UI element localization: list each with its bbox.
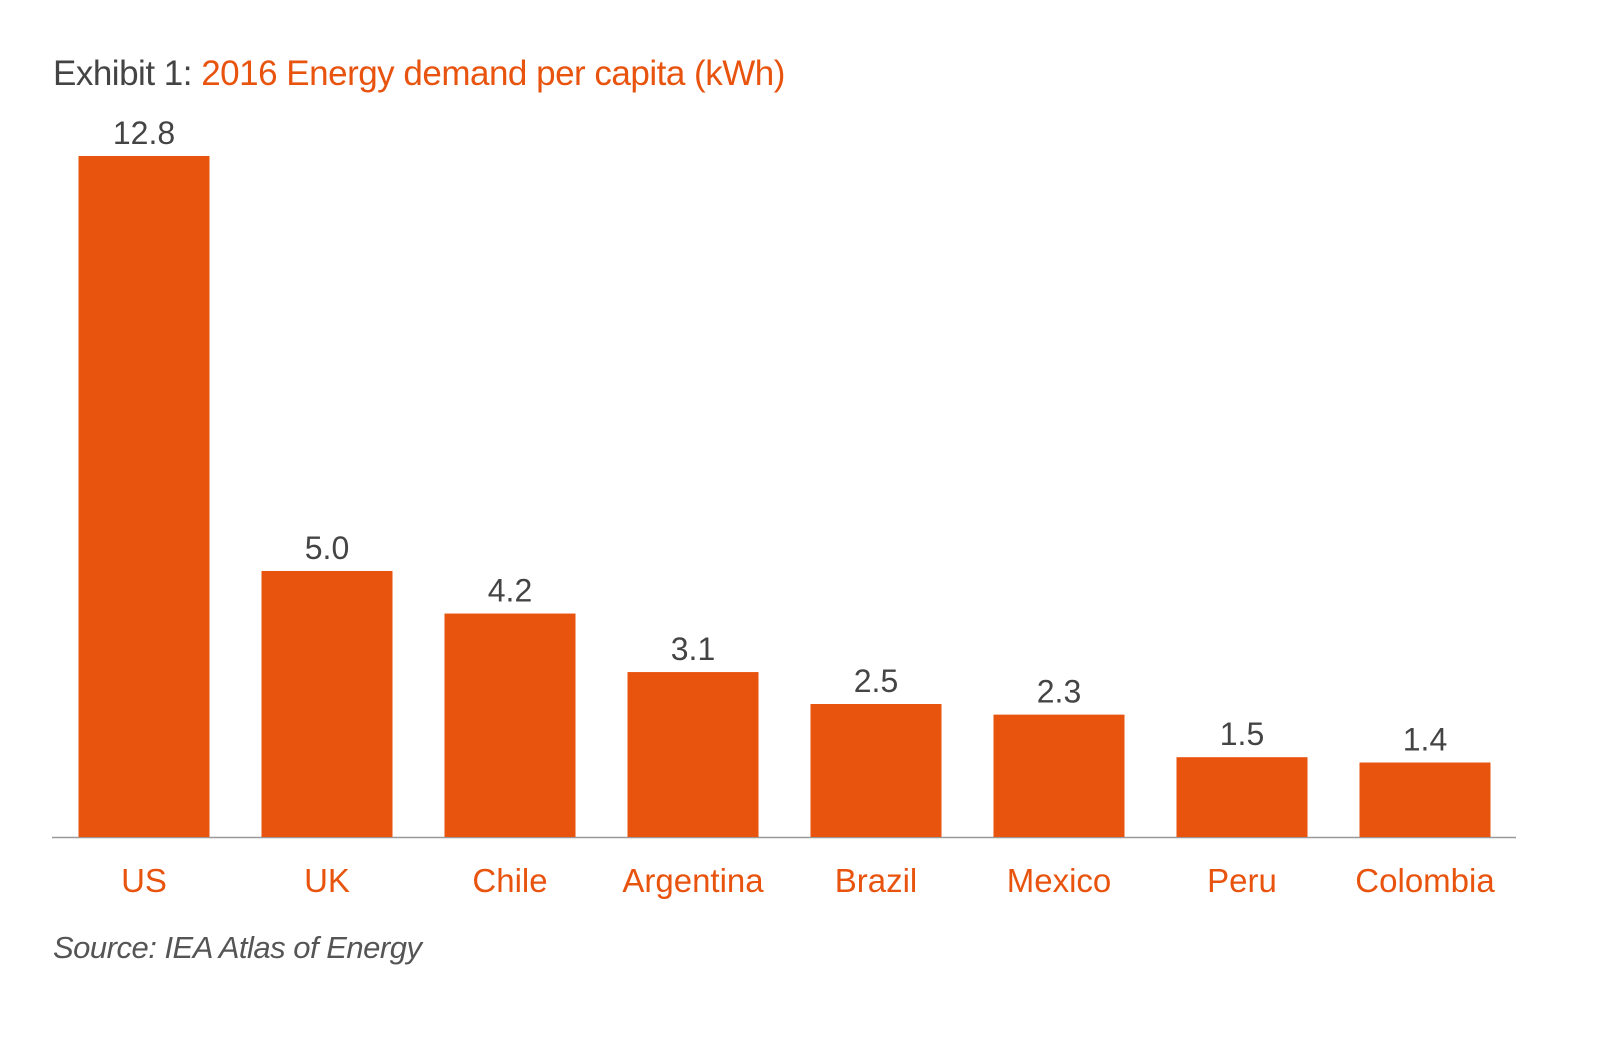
category-label: Argentina — [622, 862, 764, 899]
category-label: Mexico — [1007, 862, 1112, 899]
bar-argentina — [627, 672, 759, 837]
bar-us — [78, 156, 210, 837]
chart-title: Exhibit 1: 2016 Energy demand per capita… — [53, 52, 785, 96]
title-text: 2016 Energy demand per capita (kWh) — [201, 54, 785, 93]
value-label: 1.5 — [1220, 716, 1264, 752]
bar-uk — [261, 570, 393, 837]
bar-colombia — [1359, 762, 1491, 837]
value-label: 5.0 — [305, 530, 349, 566]
value-label: 3.1 — [671, 631, 715, 667]
category-label: UK — [304, 862, 350, 899]
bar-brazil — [810, 703, 942, 837]
category-label: Chile — [472, 862, 547, 899]
value-label: 4.2 — [488, 573, 532, 609]
title-prefix: Exhibit 1: — [53, 54, 202, 93]
bar-peru — [1176, 757, 1308, 837]
category-label: US — [121, 862, 167, 899]
bar-chile — [444, 613, 576, 837]
category-label: Colombia — [1355, 862, 1495, 899]
category-label: Peru — [1207, 862, 1277, 899]
value-label: 1.4 — [1403, 722, 1447, 758]
bar-mexico — [993, 714, 1125, 837]
value-label: 12.8 — [113, 115, 175, 151]
value-label: 2.5 — [854, 663, 898, 699]
category-label: Brazil — [835, 862, 918, 899]
value-label: 2.3 — [1037, 674, 1081, 710]
source-note: Source: IEA Atlas of Energy — [53, 930, 422, 965]
